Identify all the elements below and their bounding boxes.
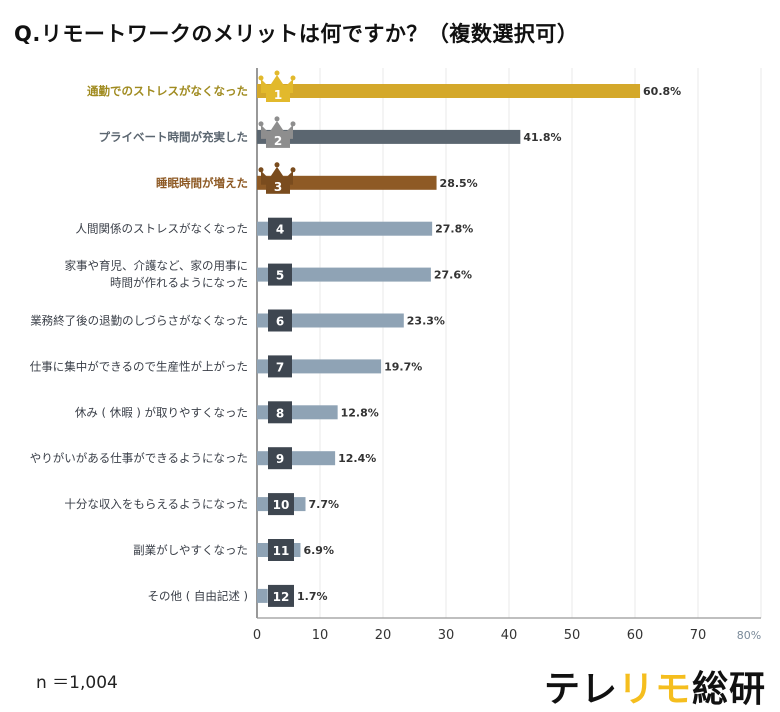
rank-number: 11: [273, 544, 290, 558]
rank-badge: [268, 217, 292, 240]
category-label: 睡眠時間が増えた: [156, 176, 248, 190]
category-label: やりがいがある仕事ができるようになった: [30, 451, 248, 465]
value-label: 7.7%: [309, 498, 340, 511]
logo-text-1: テレ: [543, 669, 618, 710]
rank-badge: [266, 176, 290, 194]
crown-jewel-icon: [258, 75, 264, 81]
rank-number: 12: [273, 590, 290, 604]
value-label: 60.8%: [643, 85, 681, 98]
value-label: 12.4%: [338, 452, 376, 465]
logo-text-3: 総研: [691, 669, 766, 710]
value-label: 12.8%: [341, 406, 379, 419]
rank-number: 5: [276, 269, 284, 283]
rank-number: 9: [276, 452, 284, 466]
value-label: 1.7%: [297, 590, 328, 603]
category-label: 休み ( 休暇 ) が取りやすくなった: [75, 405, 248, 419]
x-tick-label: 30: [438, 628, 455, 643]
bar: [257, 313, 404, 328]
x-tick-label: 50: [564, 628, 581, 643]
x-tick-label: 80%: [737, 629, 761, 642]
crown-jewel-icon: [274, 162, 280, 168]
crown-jewel-icon: [274, 116, 280, 122]
bar: [257, 588, 268, 603]
rank-badge: [268, 401, 292, 424]
value-label: 28.5%: [440, 177, 478, 190]
category-label: プライベート時間が充実した: [99, 130, 249, 144]
crown-jewel-icon: [290, 167, 296, 173]
category-label: 通勤でのストレスがなくなった: [87, 84, 248, 98]
category-label: 家事や育児、介護など、家の用事に: [65, 259, 248, 273]
bar: [257, 175, 437, 190]
crown-jewel-icon: [290, 121, 296, 127]
rank-number: 1: [274, 88, 282, 102]
rank-badge: [268, 584, 294, 607]
crown-jewel-icon: [290, 75, 296, 81]
category-label: その他 ( 自由記述 ): [148, 589, 248, 603]
x-tick-label: 40: [501, 628, 518, 643]
rank-badge: [268, 355, 292, 378]
value-label: 27.6%: [434, 269, 472, 282]
x-tick-label: 10: [312, 628, 329, 643]
value-label: 27.8%: [435, 223, 473, 236]
x-tick-label: 0: [253, 628, 261, 643]
x-tick-label: 20: [375, 628, 392, 643]
chart-title: Q.リモートワークのメリットは何ですか？（複数選択可）: [14, 22, 579, 46]
brand-logo: テレリモ総研: [544, 660, 766, 712]
rank-number: 3: [274, 180, 282, 194]
category-label: 副業がしやすくなった: [133, 543, 248, 557]
rank-badge: [268, 493, 294, 516]
bar: [257, 221, 433, 236]
rank-number: 7: [276, 360, 284, 374]
x-tick-label: 60: [627, 628, 644, 643]
rank-badge: [268, 447, 292, 470]
rank-badge: [268, 309, 292, 332]
rank-number: 4: [276, 223, 284, 237]
bar: [257, 84, 641, 98]
rank-number: 8: [276, 406, 284, 420]
value-label: 6.9%: [303, 544, 334, 557]
value-label: 19.7%: [384, 360, 422, 373]
category-label: 人間関係のストレスがなくなった: [76, 222, 249, 236]
bar-chart: 0 10 20 30 40 50 60 70 80% 通勤でのストレスがなくなった 1 60.8% プラ…: [30, 68, 762, 643]
crown-jewel-icon: [274, 70, 280, 76]
sample-size: n ＝1,004: [36, 673, 118, 693]
rank-number: 6: [276, 315, 284, 329]
bar: [257, 129, 521, 144]
rank-number: 10: [273, 498, 290, 512]
category-label: 業務終了後の退勤のしづらさがなくなった: [30, 314, 248, 328]
value-label: 41.8%: [523, 131, 561, 144]
value-label: 23.3%: [407, 315, 445, 328]
rank-badge: [268, 539, 294, 561]
bar: [257, 267, 431, 282]
crown-jewel-icon: [258, 121, 264, 127]
rank-badge: [268, 263, 292, 286]
x-tick-label: 70: [690, 628, 707, 643]
rank-badge: [266, 130, 290, 148]
rank-number: 2: [274, 134, 282, 148]
category-label: 十分な収入をもらえるようになった: [64, 497, 248, 511]
category-label: 時間が作れるようになった: [110, 276, 248, 290]
category-label: 仕事に集中ができるので生産性が上がった: [30, 359, 248, 373]
rank-badge: [266, 85, 290, 102]
logo-text-2: リモ: [617, 669, 692, 710]
crown-jewel-icon: [258, 167, 264, 173]
